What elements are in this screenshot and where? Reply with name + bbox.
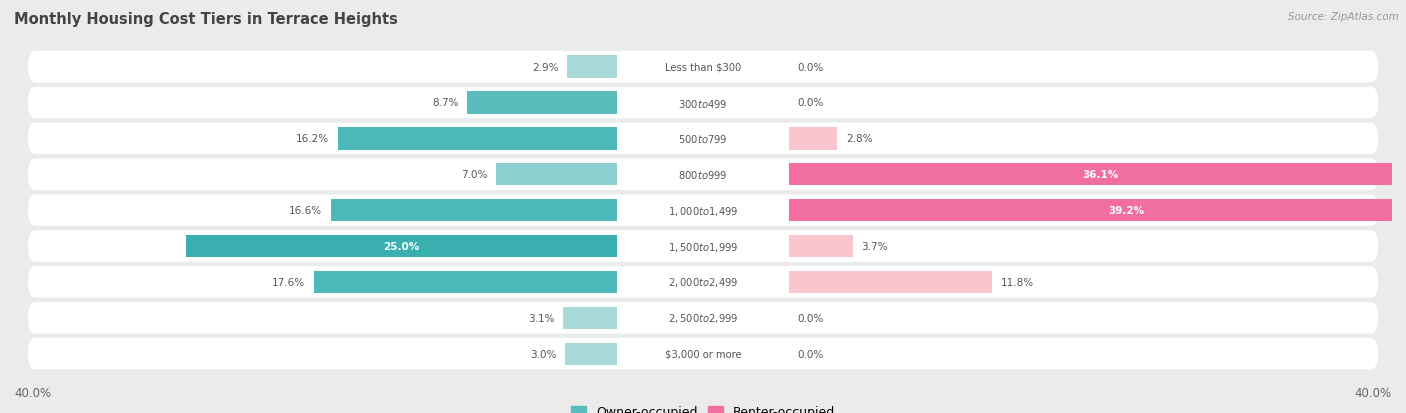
FancyBboxPatch shape bbox=[28, 123, 1378, 155]
Text: 16.2%: 16.2% bbox=[297, 134, 329, 144]
Text: $300 to $499: $300 to $499 bbox=[678, 97, 728, 109]
FancyBboxPatch shape bbox=[28, 88, 1378, 119]
Bar bbox=[314, 271, 617, 293]
Bar bbox=[789, 235, 853, 258]
Text: 40.0%: 40.0% bbox=[1355, 386, 1392, 399]
Text: $1,000 to $1,499: $1,000 to $1,499 bbox=[668, 204, 738, 217]
Text: 3.7%: 3.7% bbox=[862, 242, 889, 252]
Bar bbox=[330, 199, 617, 222]
Bar bbox=[496, 164, 617, 186]
Text: 7.0%: 7.0% bbox=[461, 170, 488, 180]
Text: $2,000 to $2,499: $2,000 to $2,499 bbox=[668, 276, 738, 289]
Bar bbox=[564, 307, 617, 329]
Text: 3.1%: 3.1% bbox=[529, 313, 555, 323]
Text: 40.0%: 40.0% bbox=[14, 386, 51, 399]
FancyBboxPatch shape bbox=[28, 52, 1378, 83]
Text: 39.2%: 39.2% bbox=[1109, 206, 1144, 216]
Bar bbox=[186, 235, 617, 258]
Text: 2.8%: 2.8% bbox=[846, 134, 873, 144]
Text: 0.0%: 0.0% bbox=[797, 62, 824, 72]
Text: 0.0%: 0.0% bbox=[797, 98, 824, 108]
Text: $1,500 to $1,999: $1,500 to $1,999 bbox=[668, 240, 738, 253]
FancyBboxPatch shape bbox=[28, 266, 1378, 298]
Bar bbox=[567, 56, 617, 78]
Text: 25.0%: 25.0% bbox=[384, 242, 420, 252]
Bar bbox=[565, 343, 617, 365]
Text: 0.0%: 0.0% bbox=[797, 313, 824, 323]
Text: $500 to $799: $500 to $799 bbox=[678, 133, 728, 145]
FancyBboxPatch shape bbox=[28, 338, 1378, 370]
Text: $3,000 or more: $3,000 or more bbox=[665, 349, 741, 359]
Text: 17.6%: 17.6% bbox=[271, 277, 305, 287]
Text: 36.1%: 36.1% bbox=[1081, 170, 1118, 180]
Text: 11.8%: 11.8% bbox=[1001, 277, 1033, 287]
Text: 8.7%: 8.7% bbox=[432, 98, 458, 108]
Bar bbox=[789, 271, 993, 293]
Legend: Owner-occupied, Renter-occupied: Owner-occupied, Renter-occupied bbox=[567, 401, 839, 413]
Text: Source: ZipAtlas.com: Source: ZipAtlas.com bbox=[1288, 12, 1399, 22]
Text: Less than $300: Less than $300 bbox=[665, 62, 741, 72]
FancyBboxPatch shape bbox=[28, 195, 1378, 226]
Text: 3.0%: 3.0% bbox=[530, 349, 557, 359]
Text: 2.9%: 2.9% bbox=[531, 62, 558, 72]
Bar bbox=[337, 128, 617, 150]
Text: $800 to $999: $800 to $999 bbox=[678, 169, 728, 181]
Bar bbox=[789, 164, 1406, 186]
FancyBboxPatch shape bbox=[28, 231, 1378, 262]
Text: $2,500 to $2,999: $2,500 to $2,999 bbox=[668, 311, 738, 325]
FancyBboxPatch shape bbox=[28, 302, 1378, 334]
Bar bbox=[789, 199, 1406, 222]
Text: Monthly Housing Cost Tiers in Terrace Heights: Monthly Housing Cost Tiers in Terrace He… bbox=[14, 12, 398, 27]
Text: 16.6%: 16.6% bbox=[290, 206, 322, 216]
Text: 0.0%: 0.0% bbox=[797, 349, 824, 359]
FancyBboxPatch shape bbox=[28, 159, 1378, 190]
Bar bbox=[789, 128, 838, 150]
Bar bbox=[467, 92, 617, 114]
